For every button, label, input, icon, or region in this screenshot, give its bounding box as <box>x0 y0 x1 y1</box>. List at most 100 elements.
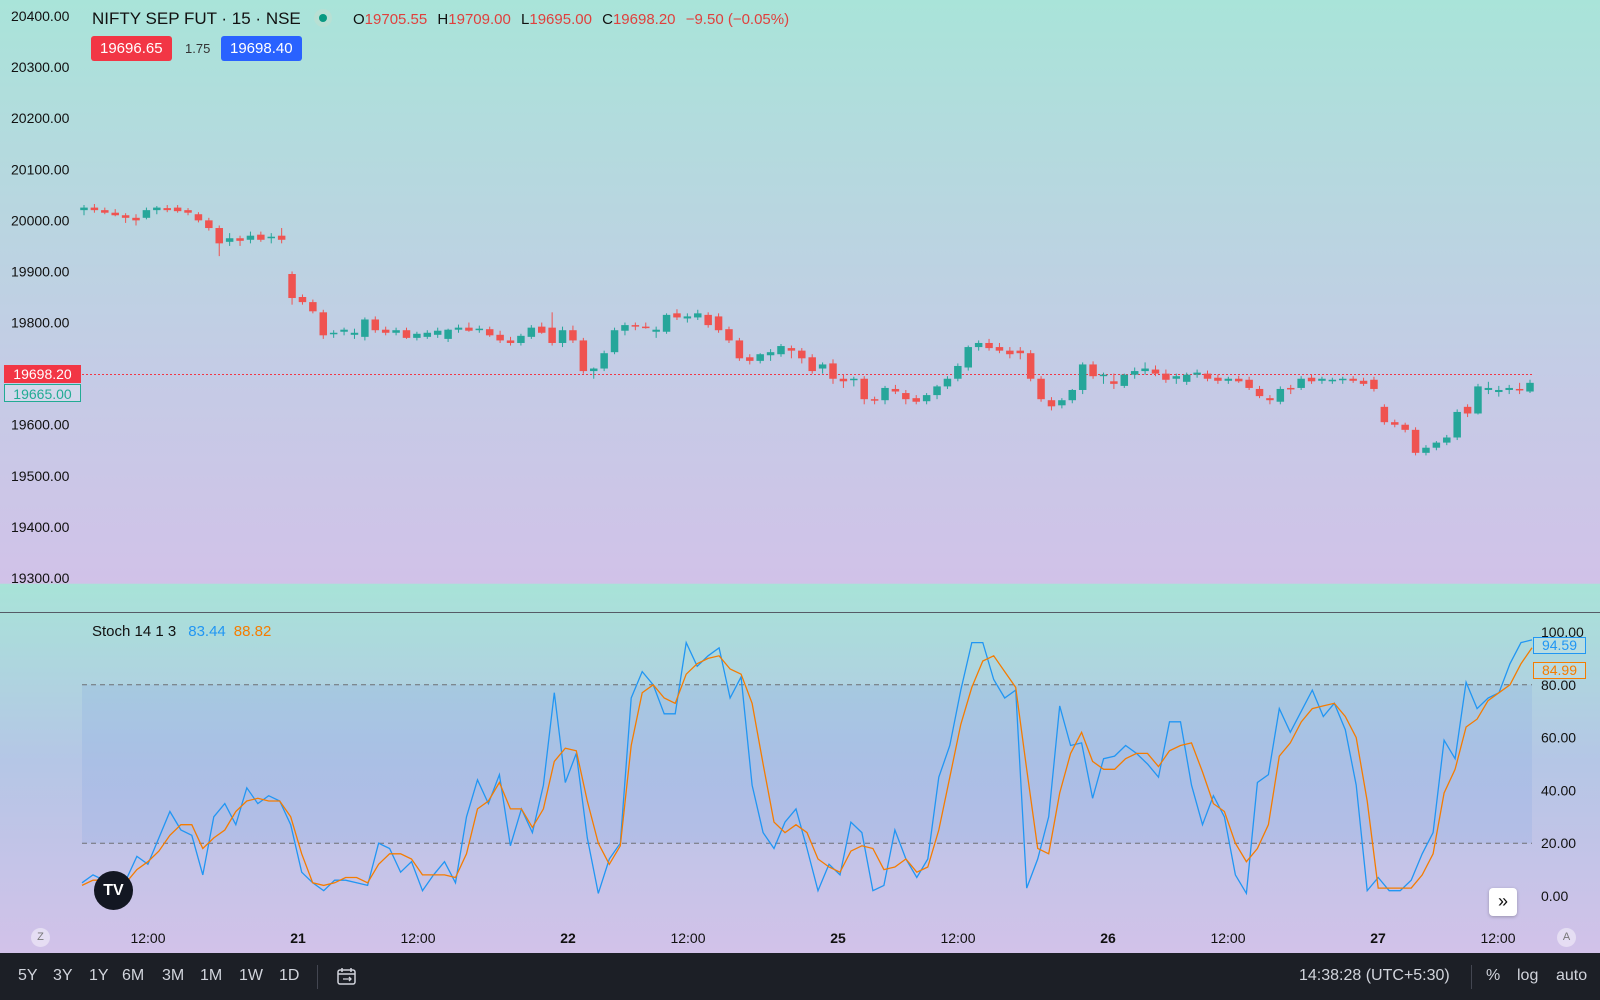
candle-body <box>1380 406 1389 423</box>
chart-area[interactable]: 20400.00 20300.00 20200.00 20100.00 20000.00… <box>0 0 1600 953</box>
candle-body <box>798 350 806 359</box>
candle-body <box>1443 437 1451 443</box>
candle-body <box>423 332 432 337</box>
candle-body <box>1141 368 1149 372</box>
candle-body <box>600 353 608 369</box>
range-1y-button[interactable]: 1Y <box>89 967 109 984</box>
range-5y-button[interactable]: 5Y <box>18 967 38 984</box>
price-axis-tick: 20100.00 <box>11 161 70 177</box>
candle-body <box>808 357 816 372</box>
range-3m-button[interactable]: 3M <box>162 967 185 984</box>
time-axis-tick: 27 <box>1370 930 1386 946</box>
time-axis-tick: 21 <box>290 930 306 946</box>
range-6m-button[interactable]: 6M <box>122 967 145 984</box>
auto-scale-button[interactable]: A <box>1557 928 1576 947</box>
symbol-title[interactable]: NIFTY SEP FUT · 15 · NSE <box>92 9 301 28</box>
time-axis-tick: 12:00 <box>670 930 705 946</box>
stoch-axis-tick: 40.00 <box>1541 782 1576 798</box>
candle-body <box>912 398 920 402</box>
sell-button[interactable]: 19696.65 <box>91 36 172 61</box>
candle-body <box>537 326 546 333</box>
candle-body <box>964 347 972 368</box>
candle-body <box>121 215 130 218</box>
candle-body <box>746 357 754 361</box>
candle-body <box>974 342 983 348</box>
candle-body <box>309 302 317 312</box>
price-axis-tick: 19800.00 <box>11 315 70 331</box>
candle-body <box>90 207 99 211</box>
candle-body <box>1203 373 1212 379</box>
candle-body <box>444 329 452 339</box>
high-label: H <box>437 11 449 28</box>
range-1w-button[interactable]: 1W <box>239 967 263 984</box>
low-label: L <box>521 11 530 28</box>
candle-body <box>995 347 1004 351</box>
zoom-reset-button[interactable]: Z <box>31 928 50 947</box>
candle-body <box>215 228 223 244</box>
chart-canvas[interactable]: 20400.00 20300.00 20200.00 20100.00 20000.00… <box>0 0 1600 953</box>
scroll-to-realtime-button[interactable]: » <box>1489 888 1517 916</box>
time-axis-tick: 12:00 <box>130 930 165 946</box>
open-label: O <box>353 11 365 28</box>
stoch-k-value: 83.44 <box>188 623 226 640</box>
percent-scale-toggle[interactable]: % <box>1486 967 1501 984</box>
timezone-clock[interactable]: 14:38:28 (UTC+5:30) <box>1299 967 1450 984</box>
high-value: 19709.00 <box>448 11 511 28</box>
candle-body <box>485 329 494 336</box>
candle-body <box>1224 378 1233 381</box>
candle-body <box>579 340 588 372</box>
candle-body <box>839 378 848 382</box>
candle-body <box>319 312 328 336</box>
candle-body <box>1349 378 1357 381</box>
range-3y-button[interactable]: 3Y <box>53 967 73 984</box>
candle-body <box>704 314 712 326</box>
range-1m-button[interactable]: 1M <box>200 967 223 984</box>
stoch-axis-tick: 80.00 <box>1541 677 1576 693</box>
candle-body <box>298 297 307 303</box>
stoch-legend[interactable]: Stoch 14 1 3 83.44 88.82 <box>92 623 271 640</box>
price-axis-tick: 20300.00 <box>11 59 70 75</box>
candle-body <box>1245 379 1253 388</box>
low-value: 19695.00 <box>529 11 592 28</box>
candle-body <box>1266 398 1274 401</box>
candle-body <box>194 214 203 221</box>
candle-body <box>943 378 952 387</box>
candle-body <box>340 329 348 332</box>
candle-body <box>881 387 889 401</box>
candle-body <box>850 378 858 381</box>
reference-price-tag: 19665.00 <box>4 384 81 402</box>
stoch-d-line <box>81 647 1533 889</box>
candle-body <box>527 327 536 337</box>
candle-body <box>766 352 775 356</box>
log-scale-toggle[interactable]: log <box>1517 967 1539 984</box>
candle-body <box>1182 374 1191 382</box>
candle-body <box>506 340 515 343</box>
candle-body <box>277 235 286 240</box>
candle-body <box>465 327 473 331</box>
price-axis-tick: 20400.00 <box>11 8 70 24</box>
candle-body <box>902 393 910 400</box>
candle-body <box>350 332 359 335</box>
candle-body <box>1453 411 1461 438</box>
range-1d-button[interactable]: 1D <box>279 967 300 984</box>
candle-body <box>1286 387 1295 390</box>
auto-scale-toggle[interactable]: auto <box>1556 967 1588 984</box>
candle-body <box>205 220 213 229</box>
candle-body <box>1328 379 1337 382</box>
candle-body <box>642 326 650 329</box>
ohlc-legend: O19705.55 H19709.00 L19695.00 C19698.20 … <box>353 11 789 28</box>
candle-body <box>673 313 681 318</box>
candle-body <box>402 330 411 338</box>
candle-body <box>1006 350 1014 355</box>
stoch-axis-tick: 0.00 <box>1541 888 1568 904</box>
calendar-range-icon[interactable] <box>337 967 356 985</box>
candle-body <box>225 238 234 242</box>
tradingview-logo-icon[interactable]: TV <box>94 871 133 910</box>
time-axis-tick: 12:00 <box>1480 930 1515 946</box>
buy-button[interactable]: 19698.40 <box>221 36 302 61</box>
candle-body <box>1505 387 1513 390</box>
candle-body <box>381 329 390 333</box>
candle-body <box>891 388 900 392</box>
stoch-axis-tick: 20.00 <box>1541 835 1576 851</box>
candle-body <box>496 334 504 341</box>
